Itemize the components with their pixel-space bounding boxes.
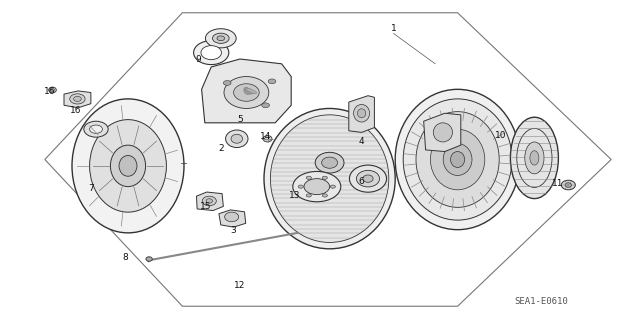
Ellipse shape — [244, 88, 252, 94]
Ellipse shape — [395, 89, 520, 230]
Ellipse shape — [322, 176, 327, 179]
Ellipse shape — [525, 142, 544, 174]
Ellipse shape — [268, 79, 276, 84]
Ellipse shape — [231, 134, 243, 143]
Ellipse shape — [49, 87, 56, 93]
Polygon shape — [349, 96, 374, 132]
Ellipse shape — [304, 179, 330, 195]
Text: 5: 5 — [237, 115, 243, 124]
Ellipse shape — [202, 196, 216, 206]
Polygon shape — [64, 91, 91, 108]
Ellipse shape — [224, 77, 269, 108]
Ellipse shape — [70, 94, 85, 104]
Text: 8: 8 — [122, 253, 127, 262]
Ellipse shape — [111, 145, 146, 187]
Ellipse shape — [530, 151, 539, 165]
Ellipse shape — [146, 257, 152, 261]
Ellipse shape — [217, 36, 225, 41]
Polygon shape — [219, 210, 246, 227]
Ellipse shape — [245, 88, 253, 94]
Ellipse shape — [244, 87, 249, 94]
Ellipse shape — [561, 180, 575, 190]
Ellipse shape — [349, 165, 387, 192]
Ellipse shape — [316, 152, 344, 173]
Ellipse shape — [74, 96, 81, 101]
Ellipse shape — [90, 125, 102, 133]
Ellipse shape — [90, 120, 166, 212]
Text: 2: 2 — [218, 144, 223, 153]
Polygon shape — [424, 113, 461, 152]
Ellipse shape — [205, 29, 236, 48]
Ellipse shape — [298, 185, 303, 188]
Ellipse shape — [307, 194, 312, 197]
Ellipse shape — [307, 176, 312, 179]
Text: 12: 12 — [234, 281, 246, 290]
Ellipse shape — [363, 175, 373, 182]
Ellipse shape — [262, 103, 269, 108]
Ellipse shape — [206, 199, 212, 203]
Text: 3: 3 — [231, 226, 236, 235]
Ellipse shape — [353, 105, 370, 122]
Ellipse shape — [357, 109, 366, 118]
Ellipse shape — [194, 41, 229, 64]
Ellipse shape — [234, 84, 259, 101]
Text: 9: 9 — [196, 55, 201, 63]
Ellipse shape — [433, 123, 452, 142]
Text: 13: 13 — [289, 191, 300, 200]
Ellipse shape — [565, 183, 572, 187]
Ellipse shape — [245, 88, 255, 94]
Ellipse shape — [51, 89, 54, 91]
Ellipse shape — [244, 87, 250, 94]
Ellipse shape — [226, 130, 248, 148]
Ellipse shape — [403, 99, 512, 220]
Ellipse shape — [246, 88, 257, 93]
Ellipse shape — [330, 185, 335, 188]
Ellipse shape — [356, 170, 380, 187]
Ellipse shape — [443, 144, 472, 175]
Polygon shape — [202, 59, 291, 123]
Ellipse shape — [72, 99, 184, 233]
Ellipse shape — [430, 129, 485, 190]
Text: 6: 6 — [359, 177, 364, 186]
Text: 16: 16 — [44, 87, 56, 96]
Polygon shape — [196, 192, 223, 211]
Text: 7: 7 — [89, 184, 94, 193]
Ellipse shape — [322, 194, 327, 197]
Ellipse shape — [119, 155, 137, 176]
Ellipse shape — [293, 172, 341, 202]
Text: 16: 16 — [70, 106, 81, 115]
Ellipse shape — [322, 157, 338, 168]
Text: 14: 14 — [260, 132, 271, 141]
Ellipse shape — [264, 108, 396, 249]
Ellipse shape — [223, 80, 231, 85]
Text: 11: 11 — [552, 179, 564, 188]
Ellipse shape — [201, 46, 221, 60]
Text: 15: 15 — [200, 202, 212, 211]
Text: 1: 1 — [391, 24, 396, 33]
Ellipse shape — [416, 112, 499, 207]
Ellipse shape — [225, 212, 239, 222]
Text: 10: 10 — [495, 131, 506, 140]
Text: 4: 4 — [359, 137, 364, 146]
Ellipse shape — [212, 33, 229, 43]
Ellipse shape — [271, 115, 389, 242]
Ellipse shape — [511, 117, 558, 198]
Ellipse shape — [263, 136, 272, 142]
Text: SEA1-E0610: SEA1-E0610 — [514, 297, 568, 306]
Ellipse shape — [84, 121, 108, 137]
Ellipse shape — [451, 152, 465, 167]
